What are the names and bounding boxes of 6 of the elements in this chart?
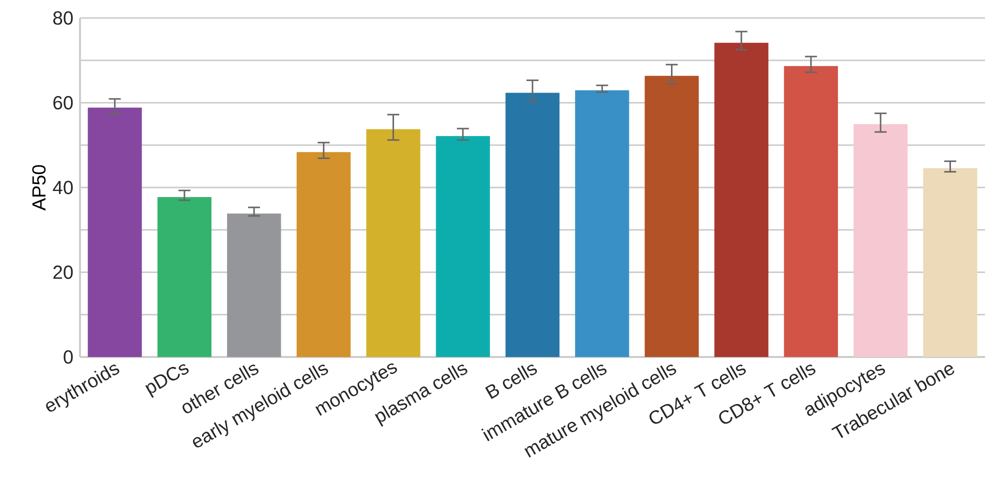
y-axis-title: AP50 bbox=[32, 165, 46, 211]
y-tick-label: 40 bbox=[52, 180, 73, 194]
y-tick-label: 20 bbox=[53, 266, 73, 279]
y-tick-label: 0 bbox=[64, 350, 73, 364]
y-tick-label: 60 bbox=[53, 96, 73, 110]
y-tick-label: 80 bbox=[53, 11, 73, 25]
